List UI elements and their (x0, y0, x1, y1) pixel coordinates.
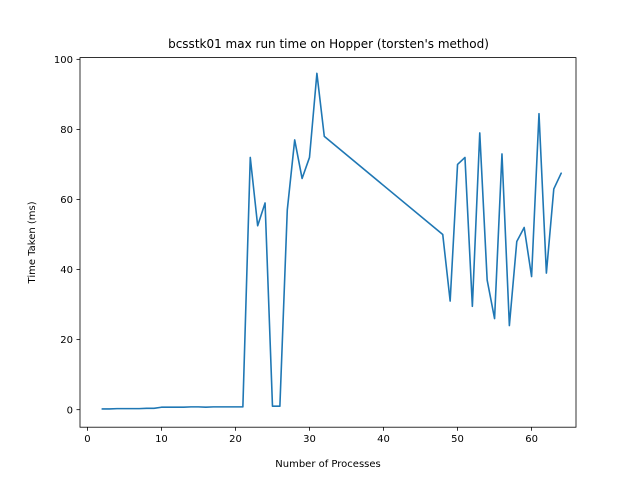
y-tick-label: 0 (67, 405, 73, 416)
x-tick-label: 30 (303, 434, 316, 445)
y-axis-ticks: 0 20 40 60 80 100 (54, 55, 80, 416)
x-tick-label: 50 (451, 434, 464, 445)
chart-title: bcsstk01 max run time on Hopper (torsten… (168, 37, 489, 51)
series-line-time-taken (101, 72, 562, 410)
x-tick-label: 0 (84, 434, 90, 445)
plot-area (101, 72, 562, 410)
y-tick-label: 60 (60, 195, 73, 206)
y-tick-label: 100 (54, 55, 73, 66)
x-axis-ticks: 0 10 20 30 40 50 60 (84, 427, 538, 445)
y-tick-label: 40 (60, 265, 73, 276)
x-axis-label: Number of Processes (275, 459, 380, 470)
x-tick-label: 60 (525, 434, 538, 445)
axes-frame (79, 57, 577, 428)
x-tick-label: 40 (377, 434, 390, 445)
x-tick-label: 10 (155, 434, 168, 445)
x-tick-label: 20 (229, 434, 242, 445)
y-tick-label: 80 (60, 125, 73, 136)
y-tick-label: 20 (60, 335, 73, 346)
y-axis-label: Time Taken (ms) (27, 201, 38, 284)
